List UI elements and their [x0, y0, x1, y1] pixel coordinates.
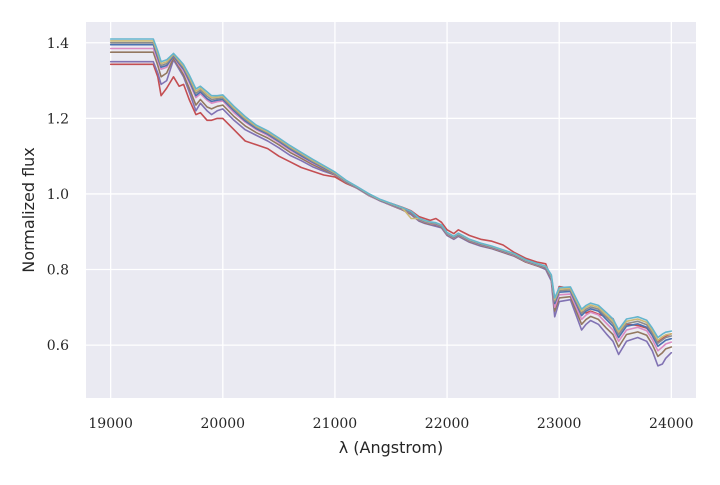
y-axis-ticks: 0.6 0.8 1.0 1.2 1.4	[47, 36, 69, 354]
x-axis-ticks: 19000 20000 21000 22000 23000 24000	[88, 416, 693, 432]
x-tick-label: 22000	[425, 416, 470, 432]
x-tick-label: 19000	[88, 416, 133, 432]
x-tick-label: 20000	[201, 416, 246, 432]
y-axis-title: Normalized flux	[19, 147, 38, 273]
y-tick-label: 0.8	[47, 263, 69, 279]
x-axis-title: λ (Angstrom)	[339, 438, 444, 457]
y-tick-label: 1.2	[47, 111, 69, 127]
series-lines	[109, 38, 673, 367]
x-tick-label: 21000	[313, 416, 358, 432]
x-tick-label: 23000	[537, 416, 582, 432]
gridlines	[86, 22, 696, 398]
y-tick-label: 1.4	[47, 36, 69, 52]
series-line-8	[109, 38, 673, 339]
x-tick-label: 24000	[649, 416, 694, 432]
y-tick-label: 0.6	[47, 338, 69, 354]
y-tick-label: 1.0	[47, 187, 69, 203]
plot-area-background	[86, 22, 696, 398]
